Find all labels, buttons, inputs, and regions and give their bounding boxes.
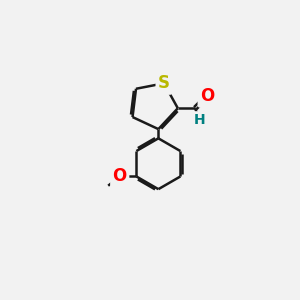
Text: O: O [200, 87, 214, 105]
Text: H: H [194, 113, 205, 127]
Text: S: S [158, 74, 170, 92]
Text: O: O [112, 167, 127, 185]
